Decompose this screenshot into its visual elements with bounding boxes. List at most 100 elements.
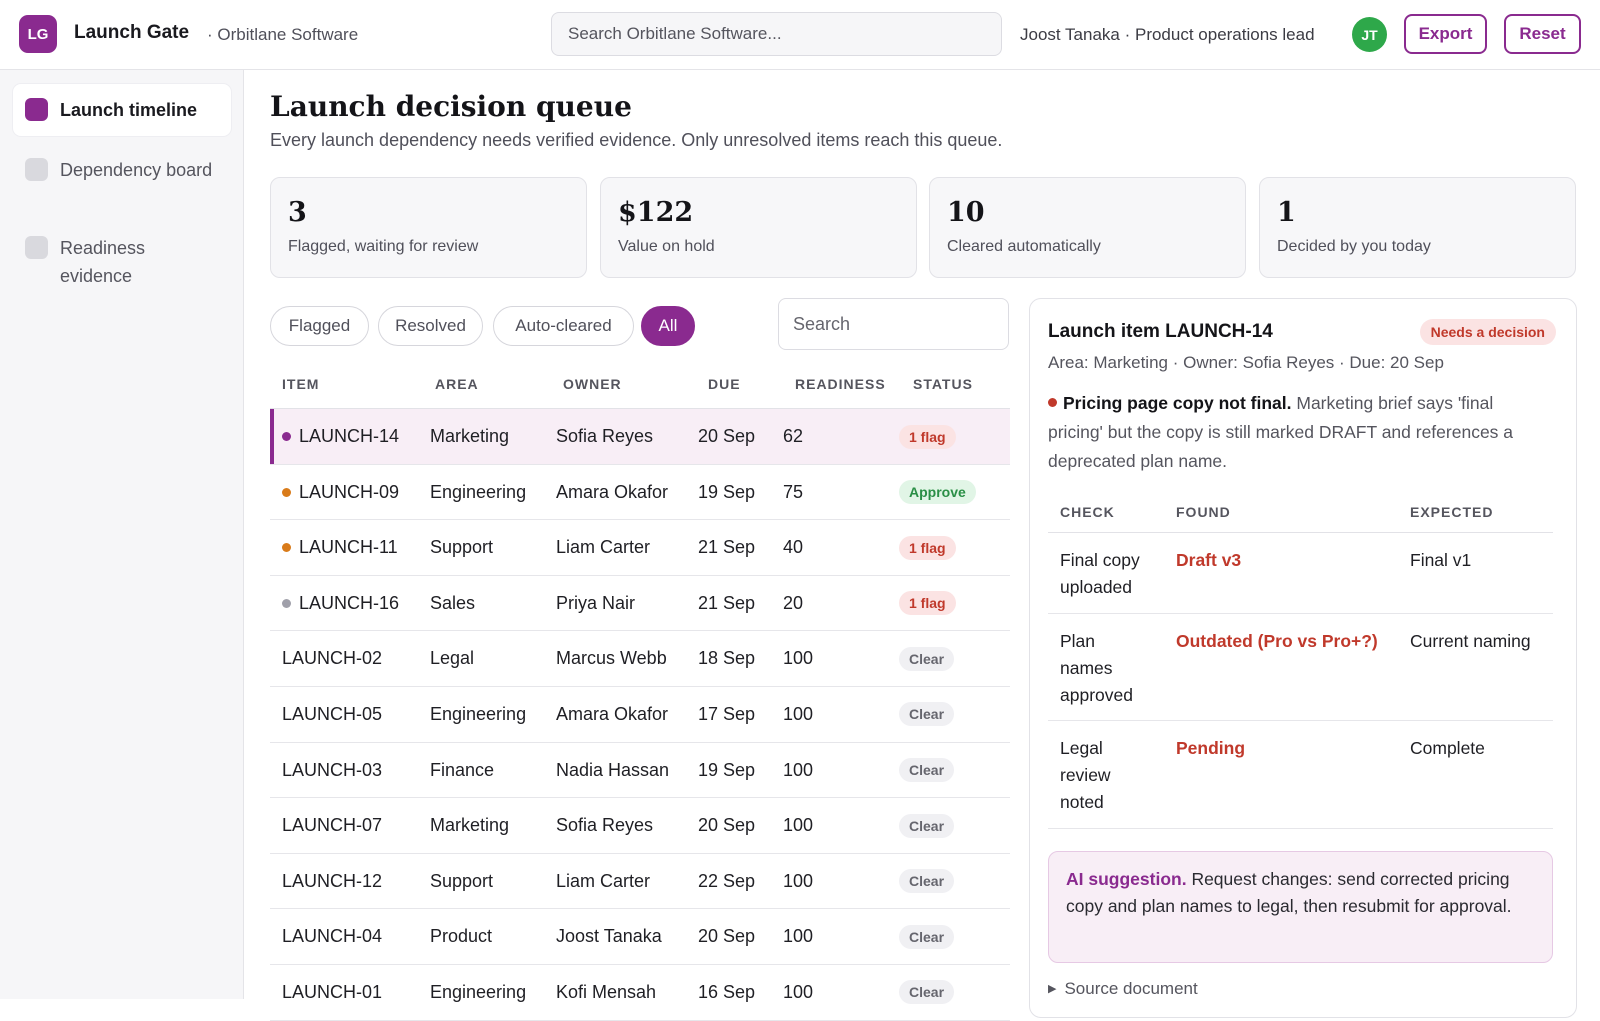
stat-label: Cleared automatically	[947, 238, 1101, 255]
org-name: · Orbitlane Software	[207, 25, 359, 44]
export-button[interactable]: Export	[1404, 14, 1487, 54]
ai-suggestion-label: AI suggestion.	[1066, 869, 1187, 889]
ai-suggestion: AI suggestion. Request changes: send cor…	[1048, 851, 1553, 963]
cell-item-text: LAUNCH-12	[282, 870, 383, 891]
table-body: LAUNCH-14 Marketing Sofia Reyes 20 Sep 62 1 f…	[270, 409, 1010, 1021]
status-badge: Clear	[899, 869, 955, 894]
status-dot-icon	[282, 432, 291, 441]
cell-area: Product	[430, 909, 492, 964]
cell-item: LAUNCH-02	[282, 631, 382, 686]
cell-owner-text: Kofi Mensah	[556, 981, 657, 1002]
cell-due-text: 20 Sep	[698, 815, 756, 836]
cell-owner-text: Marcus Webb	[556, 648, 667, 669]
cell-area: Sales	[430, 576, 475, 631]
cell-due-text: 18 Sep	[698, 648, 756, 669]
table-row[interactable]: LAUNCH-14 Marketing Sofia Reyes 20 Sep 62 1 f…	[270, 409, 1010, 465]
table-row[interactable]: LAUNCH-07 Marketing Sofia Reyes 20 Sep 100 Cl…	[270, 798, 1010, 854]
table-row[interactable]: LAUNCH-09 Engineering Amara Okafor 19 Sep 75…	[270, 465, 1010, 521]
cell-area-text: Engineering	[430, 703, 527, 724]
table-row[interactable]: LAUNCH-12 Support Liam Carter 22 Sep 100 Clea…	[270, 854, 1010, 910]
stat-card-value-on-hold: $122 Value on hold	[600, 177, 917, 278]
cell-readiness-text: 40	[783, 537, 804, 558]
status-badge: Needs a decision	[1419, 319, 1556, 345]
stat-value: 10	[947, 197, 985, 228]
table-search-input[interactable]	[778, 298, 1009, 350]
sidebar-item-dependency-board[interactable]: Dependency board	[13, 144, 231, 196]
check-row: Legal review noted Pending Complete	[1048, 721, 1553, 829]
cell-readiness: 75	[783, 465, 803, 520]
reset-button[interactable]: Reset	[1504, 14, 1581, 54]
status-dot-icon	[282, 543, 291, 553]
check-expected: Complete	[1410, 738, 1485, 758]
status-dot-icon	[282, 487, 291, 497]
cell-item-text: LAUNCH-09	[299, 481, 400, 502]
table-row[interactable]: LAUNCH-16 Sales Priya Nair 21 Sep 20 1 flag	[270, 576, 1010, 632]
filter-auto-cleared[interactable]: Auto-cleared	[493, 306, 634, 346]
cell-due: 22 Sep	[698, 854, 755, 909]
cell-due: 20 Sep	[698, 909, 755, 964]
cell-due: 21 Sep	[698, 576, 755, 631]
table-row[interactable]: LAUNCH-01 Engineering Kofi Mensah 16 Sep 100…	[270, 965, 1010, 1021]
cell-due-text: 22 Sep	[698, 870, 756, 891]
sidebar: Launch timeline Dependency board Readine…	[0, 70, 244, 999]
status-badge: 1 flag	[899, 424, 956, 449]
user-label: Joost Tanaka · Product operations lead	[1020, 25, 1315, 44]
cell-due-text: 19 Sep	[698, 481, 756, 502]
status-badge: Approve	[899, 480, 976, 505]
cell-due: 20 Sep	[698, 409, 755, 464]
cell-item: LAUNCH-01	[282, 965, 382, 1020]
sidebar-item-label: Dependency board	[60, 160, 213, 180]
filter-all[interactable]: All	[641, 306, 695, 346]
cell-item: LAUNCH-05	[282, 687, 382, 742]
cell-status: Clear	[899, 909, 955, 964]
avatar[interactable]: JT	[1352, 17, 1387, 52]
cell-area: Support	[430, 854, 493, 909]
table-row[interactable]: LAUNCH-11 Support Liam Carter 21 Sep 40 1 fla…	[270, 520, 1010, 576]
column-header-area: AREA	[435, 376, 479, 392]
cell-due-text: 21 Sep	[698, 537, 756, 558]
cell-due: 18 Sep	[698, 631, 755, 686]
table-row[interactable]: LAUNCH-04 Product Joost Tanaka 20 Sep 100 Cle…	[270, 909, 1010, 965]
cell-readiness-text: 75	[783, 481, 804, 502]
status-badge: Clear	[899, 646, 955, 671]
table-row[interactable]: LAUNCH-05 Engineering Amara Okafor 17 Sep 10…	[270, 687, 1010, 743]
table-row[interactable]: LAUNCH-03 Finance Nadia Hassan 19 Sep 100 Cle…	[270, 743, 1010, 799]
cell-readiness: 20	[783, 576, 803, 631]
cell-area-text: Product	[430, 926, 493, 947]
cell-owner-text: Amara Okafor	[556, 481, 669, 502]
cell-area: Legal	[430, 631, 474, 686]
stat-label: Decided by you today	[1277, 238, 1431, 255]
checks-header: CHECK FOUND EXPECTED	[1048, 489, 1553, 533]
status-badge: Clear	[899, 813, 955, 838]
nav-square-icon	[25, 236, 48, 259]
stat-card-decided: 1 Decided by you today	[1259, 177, 1576, 278]
cell-item-text: LAUNCH-01	[282, 981, 383, 1002]
filter-resolved[interactable]: Resolved	[378, 306, 483, 346]
status-badge: Clear	[899, 702, 955, 727]
cell-readiness-text: 100	[783, 703, 814, 724]
cell-due-text: 20 Sep	[698, 926, 756, 947]
cell-area: Marketing	[430, 409, 509, 464]
app-logo: LG	[19, 15, 57, 53]
cell-owner: Sofia Reyes	[556, 798, 653, 853]
cell-owner: Sofia Reyes	[556, 409, 653, 464]
cell-due: 21 Sep	[698, 520, 755, 575]
sidebar-item-launch-timeline[interactable]: Launch timeline	[13, 84, 231, 136]
table-row[interactable]: LAUNCH-02 Legal Marcus Webb 18 Sep 100 Clear	[270, 631, 1010, 687]
filter-flagged[interactable]: Flagged	[270, 306, 369, 346]
source-document-toggle[interactable]: ▶ Source document	[1048, 979, 1198, 999]
cell-readiness-text: 62	[783, 426, 804, 446]
global-search-input[interactable]	[551, 12, 1002, 56]
cell-status: 1 flag	[899, 409, 956, 464]
cell-item-text: LAUNCH-05	[282, 703, 383, 724]
cell-readiness: 100	[783, 965, 813, 1020]
column-header-owner: OWNER	[563, 376, 622, 392]
cell-owner-text: Liam Carter	[556, 537, 651, 558]
issue-body: Marketing brief says 'final pricing' but…	[1048, 393, 1514, 471]
checks-table: CHECK FOUND EXPECTED Final copy uploaded…	[1048, 489, 1553, 829]
cell-area: Engineering	[430, 687, 526, 742]
column-header-due: DUE	[708, 376, 741, 392]
cell-readiness: 40	[783, 520, 803, 575]
cell-item: LAUNCH-04	[282, 909, 382, 964]
sidebar-item-readiness-evidence[interactable]: Readiness evidence	[13, 222, 231, 302]
